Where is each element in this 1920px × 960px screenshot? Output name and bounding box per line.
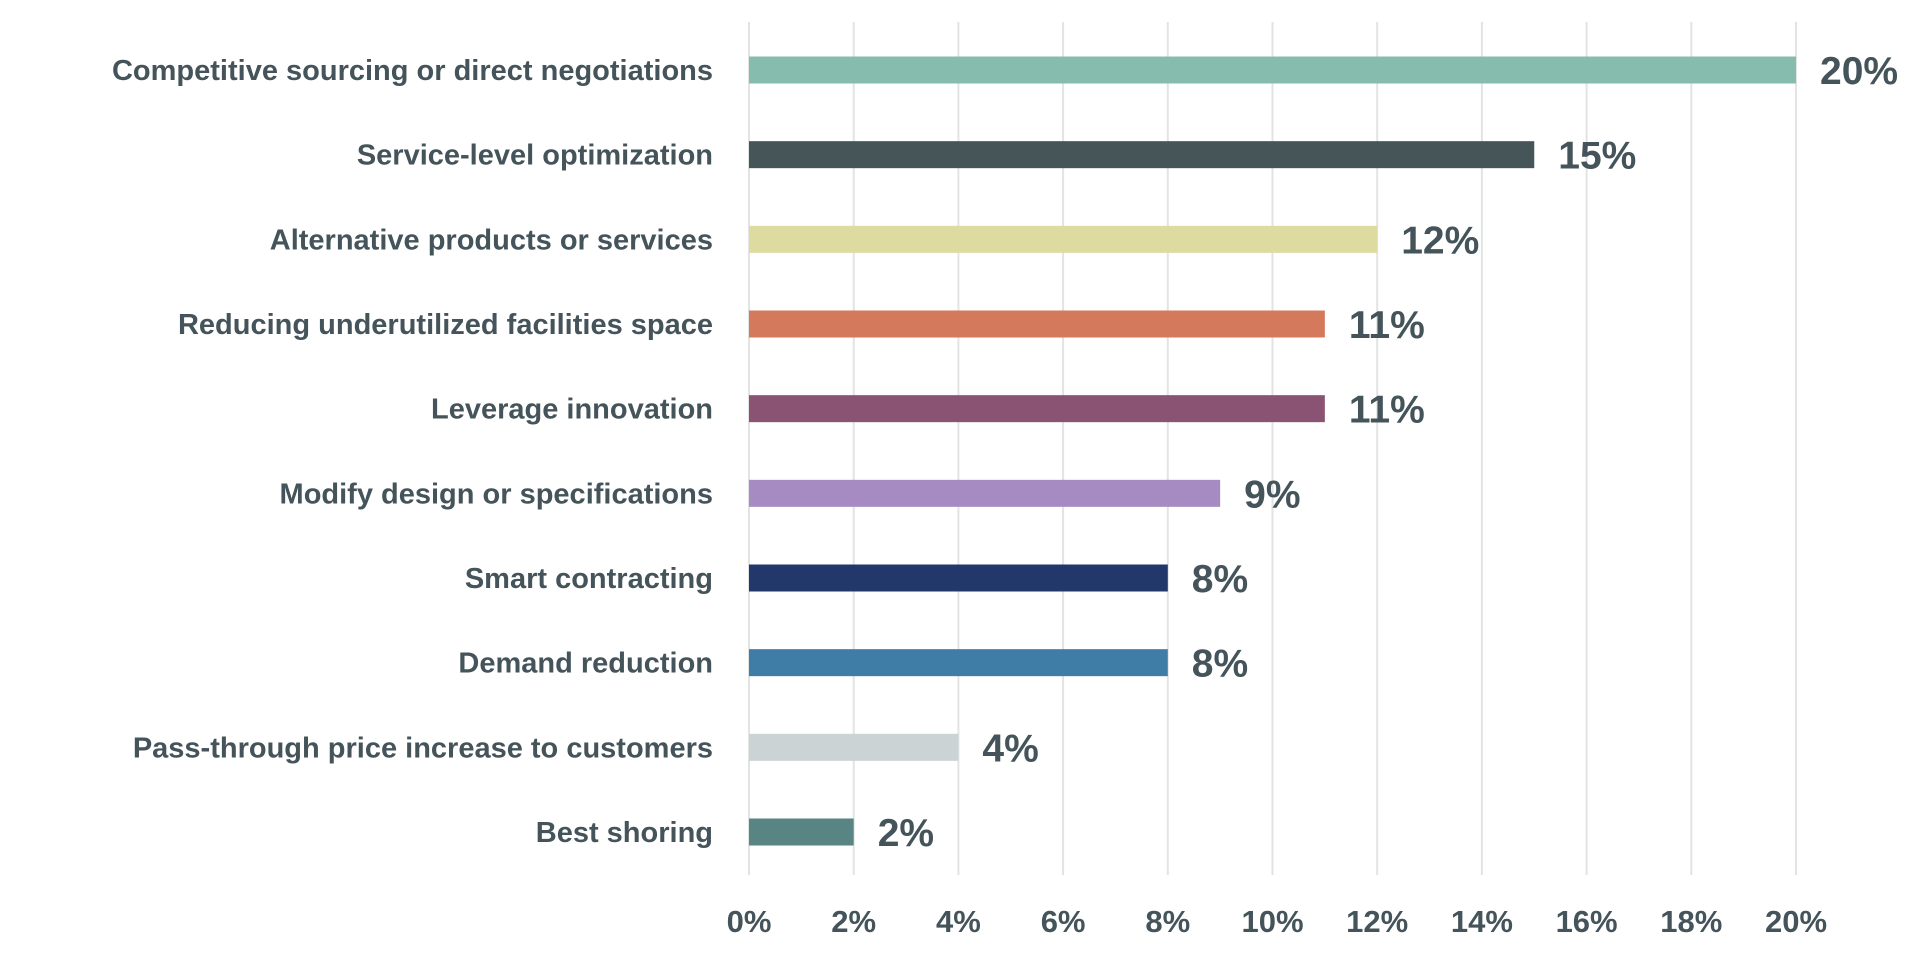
bar (749, 225, 1378, 253)
data-label: 8% (1192, 643, 1248, 686)
category-label: Demand reduction (458, 648, 713, 680)
bar (749, 564, 1168, 592)
bar (749, 56, 1796, 84)
bar (749, 733, 959, 761)
data-label: 20% (1820, 50, 1898, 93)
category-label: Best shoring (536, 817, 713, 849)
bar (749, 141, 1535, 169)
data-label: 4% (982, 727, 1038, 770)
category-label: Modify design or specifications (280, 478, 713, 510)
category-label: Leverage innovation (431, 394, 713, 426)
x-tick-label: 14% (1451, 904, 1513, 939)
data-label: 9% (1244, 473, 1300, 516)
bar (749, 649, 1168, 677)
category-label: Smart contracting (465, 563, 713, 595)
x-tick-label: 4% (936, 904, 981, 939)
data-label: 11% (1349, 389, 1425, 432)
x-tick-label: 16% (1556, 904, 1618, 939)
x-tick-label: 2% (831, 904, 876, 939)
x-tick-label: 0% (727, 904, 772, 939)
data-label: 15% (1558, 135, 1636, 178)
bar (749, 310, 1325, 338)
x-tick-label: 20% (1765, 904, 1827, 939)
x-tick-label: 12% (1346, 904, 1408, 939)
category-label: Competitive sourcing or direct negotiati… (112, 55, 713, 87)
x-tick-label: 8% (1145, 904, 1190, 939)
data-label: 11% (1349, 304, 1425, 347)
bar (749, 479, 1221, 507)
data-label: 2% (878, 812, 934, 855)
category-label: Reducing underutilized facilities space (178, 309, 713, 341)
bar (749, 818, 854, 846)
data-label: 12% (1401, 219, 1479, 262)
category-label: Pass-through price increase to customers (133, 732, 713, 764)
data-label: 8% (1192, 558, 1248, 601)
x-tick-label: 18% (1660, 904, 1722, 939)
category-label: Alternative products or services (270, 224, 713, 256)
x-tick-label: 10% (1241, 904, 1303, 939)
category-label: Service-level optimization (357, 140, 713, 172)
bar (749, 395, 1325, 423)
x-tick-label: 6% (1041, 904, 1086, 939)
